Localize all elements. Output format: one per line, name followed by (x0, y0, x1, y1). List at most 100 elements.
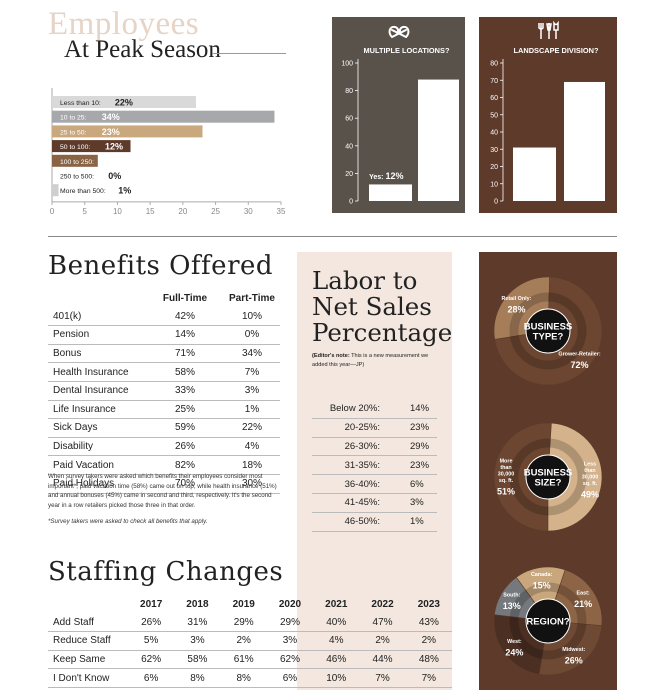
staffing-header-cell: 2023 (417, 599, 440, 611)
labor-row: 26-30%: 29% (312, 437, 437, 457)
employees-bar-chart: 0 5 10 15 20 25 30 35 Less than 10: 22% 10 to 25: 3… (50, 88, 286, 216)
staffing-value: 40% (313, 613, 360, 633)
emp-value-label: 22% (115, 98, 133, 108)
staffing-value: 43% (405, 613, 452, 633)
landscape-division-panel: LANDSCAPE DIVISION? 0 10 20 30 40 50 60 70 80 Yes:… (479, 17, 617, 213)
benefit-name: Dental Insurance (48, 381, 146, 401)
slice-name: South: (503, 593, 520, 599)
benefits-row: Health Insurance 58% 7% (48, 362, 280, 382)
labor-range: 41-45%: (312, 493, 394, 513)
donut-title: BUSINESS (524, 468, 573, 479)
donut-title: TYPE? (533, 332, 564, 343)
slice-name: 30,000 (498, 472, 515, 478)
y-tick-label: 20 (345, 171, 353, 178)
staffing-label: Keep Same (48, 650, 128, 670)
donut-center (525, 454, 571, 500)
slice-value: 15% (533, 581, 551, 591)
y-tick-label: 70 (490, 78, 498, 85)
bar-value-label: 69% (580, 171, 598, 181)
benefit-name: Life Insurance (48, 400, 146, 420)
labor-value: 23% (394, 455, 437, 476)
slice-name: sq. ft. (499, 478, 514, 484)
donut-ring (509, 582, 587, 660)
y-tick-label: 0 (494, 199, 498, 206)
parttime-value: 1% (224, 400, 280, 420)
emp-category-label: 10 to 25: (60, 115, 87, 122)
bar-category-label: Yes: (513, 174, 527, 181)
y-tick-label: 80 (490, 61, 498, 68)
benefits-row: Pension 14% 0% (48, 325, 280, 345)
staffing-header-cell: 2021 (325, 599, 348, 611)
donut-title: BUSINESS (524, 322, 573, 333)
emp-bar (52, 96, 196, 108)
benefits-row: 401(k) 42% 10% (48, 307, 280, 327)
staffing-label: Add Staff (48, 613, 128, 633)
slice-value: 49% (581, 489, 599, 499)
bar (369, 184, 412, 201)
slice-name: sq. ft. (583, 481, 598, 487)
staffing-title: Staffing Changes (48, 557, 284, 587)
staffing-header-cell: 2019 (232, 599, 255, 611)
slice-value: 28% (507, 304, 525, 314)
emp-x-tick-label: 35 (277, 207, 286, 216)
staffing-value: 7% (405, 668, 452, 688)
fulltime-value: 59% (146, 418, 224, 438)
staffing-label: I Don't Know (48, 668, 128, 688)
staffing-value: 61% (220, 650, 267, 670)
benefit-name: Pension (48, 325, 146, 345)
benefits-header-blank (48, 290, 146, 308)
staffing-row: I Don't Know 6% 8% 8% 6% 10% 7% 7% (48, 668, 452, 688)
bar-value-label: 31% (530, 171, 548, 181)
slice-name: Retail Only: (502, 296, 532, 302)
emp-value-label: 7% (108, 156, 121, 166)
benefits-title: Benefits Offered (48, 251, 274, 281)
y-tick-label: 50 (490, 112, 498, 119)
fulltime-value: 70% (146, 474, 224, 494)
staffing-table: 2017 2018 2019 2020 2021 2022 2023 Add Staff 26… (48, 596, 452, 688)
emp-category-label: 250 to 500: (60, 174, 94, 181)
staffing-value: 46% (313, 650, 360, 670)
donut-title: REGION? (526, 617, 569, 628)
labor-range: 20-25%: (312, 418, 394, 438)
slice-name: More (500, 459, 513, 465)
labor-value: 6% (394, 474, 437, 494)
slice-value: 26% (565, 655, 583, 665)
labor-range: 36-40%: (312, 474, 394, 494)
slice-name: 30,000 (582, 474, 599, 480)
bar-value-label: 12% (386, 171, 404, 181)
slice-name: East: (577, 591, 590, 597)
emp-bar (52, 110, 275, 123)
parttime-value: 3% (224, 381, 280, 401)
labor-range: 46-50%: (312, 512, 394, 532)
staffing-value: 3% (174, 631, 221, 651)
staffing-value: 31% (174, 613, 221, 633)
benefit-name: Sick Days (48, 418, 146, 438)
parttime-value: 10% (224, 307, 280, 327)
multiple-locations-panel: MULTIPLE LOCATIONS? 0 20 40 60 80 100 Yes: 12% No… (332, 17, 465, 213)
emp-category-label: 25 to 50: (60, 129, 87, 136)
bar (564, 81, 605, 201)
emp-value-label: 1% (118, 186, 131, 196)
staffing-row: Reduce Staff 5% 3% 2% 3% 4% 2% 2% (48, 631, 452, 651)
emp-bar (52, 154, 98, 167)
emp-x-tick-label: 30 (244, 207, 253, 216)
fulltime-value: 14% (146, 325, 224, 345)
slice-name: Midwest: (562, 647, 585, 653)
employees-title-line1: Employees (48, 6, 200, 42)
slice-name: West: (507, 639, 522, 645)
emp-x-tick-label: 0 (50, 207, 55, 216)
bar-category-label: Yes: (369, 174, 383, 181)
emp-value-label: 34% (102, 112, 120, 122)
donut-ring (509, 292, 587, 370)
benefit-name: Paid Holidays (48, 474, 146, 494)
emp-category-label: Less than 10: (60, 100, 101, 107)
fulltime-value: 26% (146, 437, 224, 457)
emp-x-tick-label: 5 (82, 207, 87, 216)
labor-title-line: Percentage (312, 318, 453, 347)
benefits-footnote: *Survey takers were asked to check all b… (48, 518, 208, 525)
labor-range: Below 20%: (312, 400, 394, 419)
parttime-value: 34% (224, 344, 280, 364)
y-tick-label: 20 (490, 164, 498, 171)
pretzel-icon (388, 25, 410, 38)
benefits-header-parttime: Part-Time (229, 293, 275, 305)
